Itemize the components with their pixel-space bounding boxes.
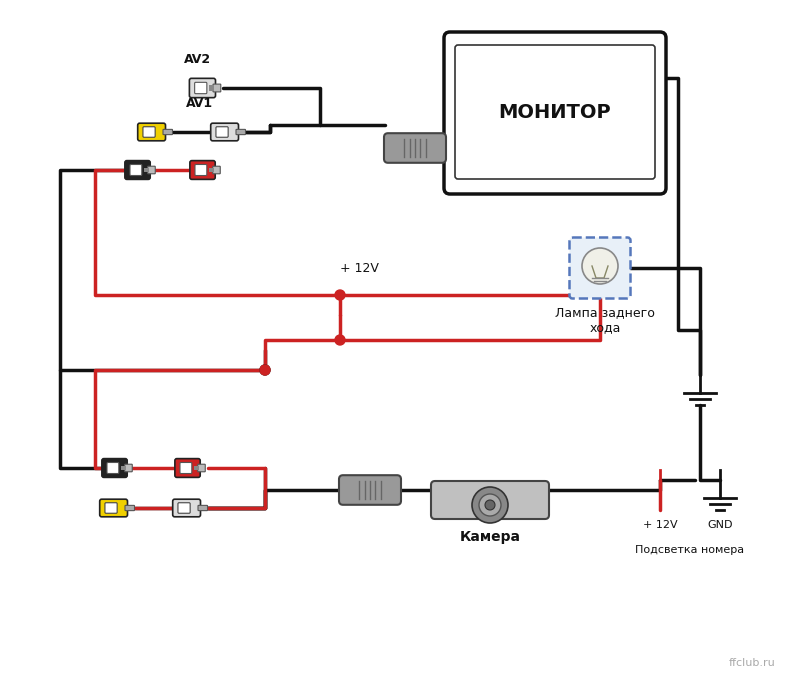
Text: AV2: AV2 — [183, 53, 210, 66]
FancyBboxPatch shape — [100, 499, 127, 517]
FancyBboxPatch shape — [236, 130, 246, 134]
FancyBboxPatch shape — [431, 481, 549, 519]
FancyBboxPatch shape — [570, 237, 630, 299]
FancyBboxPatch shape — [173, 499, 201, 517]
FancyBboxPatch shape — [148, 166, 155, 174]
FancyBboxPatch shape — [213, 166, 220, 174]
FancyBboxPatch shape — [194, 83, 207, 93]
Text: + 12V: + 12V — [642, 520, 678, 530]
FancyBboxPatch shape — [209, 168, 214, 173]
FancyBboxPatch shape — [180, 462, 192, 473]
Text: AV1: AV1 — [186, 97, 214, 110]
Text: ffclub.ru: ffclub.ru — [728, 658, 775, 668]
Text: GND: GND — [707, 520, 733, 530]
FancyBboxPatch shape — [125, 464, 132, 472]
FancyBboxPatch shape — [178, 503, 190, 514]
Text: Камера: Камера — [459, 530, 521, 544]
Circle shape — [335, 335, 345, 345]
FancyBboxPatch shape — [198, 505, 207, 511]
FancyBboxPatch shape — [384, 133, 446, 163]
FancyBboxPatch shape — [455, 45, 655, 179]
FancyBboxPatch shape — [198, 464, 206, 472]
FancyBboxPatch shape — [125, 505, 134, 511]
FancyBboxPatch shape — [163, 130, 173, 134]
FancyBboxPatch shape — [190, 161, 215, 179]
Circle shape — [472, 487, 508, 523]
Circle shape — [479, 494, 501, 516]
FancyBboxPatch shape — [444, 32, 666, 194]
Text: МОНИТОР: МОНИТОР — [498, 104, 611, 123]
FancyBboxPatch shape — [125, 161, 150, 179]
FancyBboxPatch shape — [143, 127, 155, 137]
FancyBboxPatch shape — [175, 458, 200, 477]
Text: Лампа заднего
хода: Лампа заднего хода — [555, 306, 655, 334]
Text: Подсветка номера: Подсветка номера — [635, 545, 745, 555]
FancyBboxPatch shape — [210, 85, 214, 91]
Circle shape — [582, 248, 618, 284]
Circle shape — [260, 365, 270, 375]
FancyBboxPatch shape — [105, 503, 117, 514]
Circle shape — [260, 365, 270, 375]
FancyBboxPatch shape — [195, 164, 207, 175]
Text: + 12V: + 12V — [340, 262, 379, 275]
FancyBboxPatch shape — [194, 466, 199, 471]
FancyBboxPatch shape — [138, 123, 166, 140]
Circle shape — [335, 290, 345, 300]
FancyBboxPatch shape — [102, 458, 127, 477]
FancyBboxPatch shape — [190, 78, 215, 98]
Circle shape — [485, 500, 495, 510]
FancyBboxPatch shape — [144, 168, 149, 173]
FancyBboxPatch shape — [210, 123, 238, 140]
FancyBboxPatch shape — [130, 164, 142, 175]
FancyBboxPatch shape — [107, 462, 119, 473]
FancyBboxPatch shape — [213, 84, 221, 92]
FancyBboxPatch shape — [216, 127, 228, 137]
FancyBboxPatch shape — [339, 475, 401, 505]
FancyBboxPatch shape — [121, 466, 126, 471]
